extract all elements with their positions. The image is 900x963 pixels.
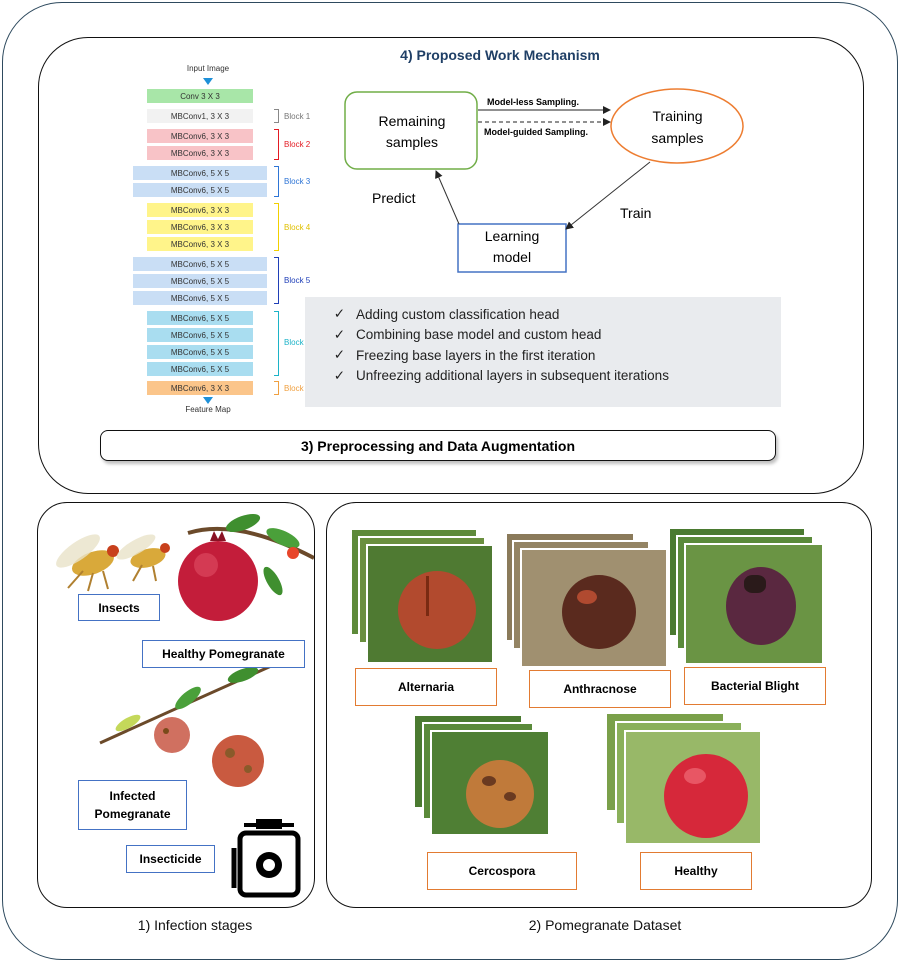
model-guided-label: Model-guided Sampling. bbox=[484, 127, 588, 137]
network-layer: MBConv6, 3 X 3 bbox=[147, 381, 253, 395]
check-icon: ✓ bbox=[333, 347, 345, 363]
network-layer: MBConv6, 3 X 3 bbox=[147, 129, 253, 143]
training-samples-ellipse bbox=[610, 88, 744, 164]
network-layer: MBConv6, 3 X 3 bbox=[147, 237, 253, 251]
healthy-image bbox=[624, 730, 762, 845]
cercospora-image bbox=[430, 730, 550, 836]
network-layer: MBConv6, 5 X 5 bbox=[147, 345, 253, 359]
network-layer: MBConv6, 5 X 5 bbox=[133, 291, 267, 305]
network-layer: MBConv6, 5 X 5 bbox=[147, 362, 253, 376]
network-layer: MBConv6, 5 X 5 bbox=[133, 274, 267, 288]
model-less-label: Model-less Sampling. bbox=[487, 97, 580, 107]
network-layer: MBConv6, 5 X 5 bbox=[147, 328, 253, 342]
learning-model-box bbox=[457, 223, 567, 273]
block4-label: Block 4 bbox=[284, 223, 311, 232]
block6-label: Block bbox=[284, 338, 304, 347]
train-label: Train bbox=[620, 205, 652, 221]
block7-label: Block bbox=[284, 384, 304, 393]
predict-arrow bbox=[435, 170, 460, 225]
network-layer: MBConv6, 5 X 5 bbox=[147, 311, 253, 325]
infected-pomegranate-image bbox=[154, 717, 190, 753]
network-layer: MBConv6, 3 X 3 bbox=[147, 203, 253, 217]
insect-icon bbox=[116, 534, 170, 582]
bacterial-blight-image bbox=[684, 543, 824, 665]
checklist-item: ✓ Adding custom classification head bbox=[305, 304, 781, 325]
checklist-box: ✓ Adding custom classification head ✓ Comb… bbox=[305, 297, 781, 407]
alternaria-image bbox=[366, 544, 494, 664]
check-icon: ✓ bbox=[333, 326, 345, 342]
network-layer: MBConv6, 5 X 5 bbox=[133, 166, 267, 180]
checklist-item: ✓ Freezing base layers in the first itera… bbox=[305, 345, 781, 366]
remaining-samples-box bbox=[344, 91, 478, 170]
anthracnose-image bbox=[520, 548, 668, 668]
insecticide-label: Insecticide bbox=[126, 845, 215, 873]
proposed-work-panel bbox=[38, 37, 864, 494]
dataset-panel bbox=[326, 502, 872, 908]
network-layer: MBConv6, 5 X 5 bbox=[133, 183, 267, 197]
network-layer: MBConv6, 5 X 5 bbox=[133, 257, 267, 271]
network-layer: MBConv1, 3 X 3 bbox=[147, 109, 253, 123]
predict-label: Predict bbox=[372, 190, 416, 206]
dataset-title: 2) Pomegranate Dataset bbox=[528, 917, 682, 933]
block3-label: Block 3 bbox=[284, 177, 311, 186]
healthy-label: Healthy bbox=[640, 852, 752, 890]
block1-label: Block 1 bbox=[284, 112, 311, 121]
check-icon: ✓ bbox=[333, 306, 345, 322]
alternaria-label: Alternaria bbox=[355, 668, 497, 706]
block7-brace bbox=[274, 381, 279, 395]
train-arrow bbox=[565, 161, 651, 230]
bacterial-blight-label: Bacterial Blight bbox=[684, 667, 826, 705]
block1-brace bbox=[274, 109, 279, 123]
infection-illustration bbox=[56, 513, 314, 898]
block5-brace bbox=[274, 257, 279, 304]
infection-stages-panel bbox=[37, 502, 315, 908]
checklist-item: ✓ Unfreezing additional layers in subsequ… bbox=[305, 366, 781, 387]
anthracnose-label: Anthracnose bbox=[529, 670, 671, 708]
insect-icon bbox=[56, 534, 119, 592]
check-icon: ✓ bbox=[333, 367, 345, 383]
insects-label: Insects bbox=[78, 594, 160, 621]
block2-brace bbox=[274, 129, 279, 160]
output-arrow bbox=[203, 397, 213, 404]
checklist-item: ✓ Combining base model and custom head bbox=[305, 325, 781, 346]
block3-brace bbox=[274, 166, 279, 197]
input-image-label: Input Image bbox=[186, 64, 230, 73]
network-layer: Conv 3 X 3 bbox=[147, 89, 253, 103]
remaining-samples-label: Remaining samples bbox=[378, 113, 446, 150]
healthy-pomegranate-image bbox=[178, 541, 258, 621]
learning-model-label: Learning model bbox=[484, 228, 540, 265]
infection-stages-title: 1) Infection stages bbox=[137, 917, 253, 933]
block5-label: Block 5 bbox=[284, 276, 311, 285]
proposed-work-title: 4) Proposed Work Mechanism bbox=[400, 47, 600, 63]
input-arrow bbox=[203, 78, 213, 85]
block6-brace bbox=[274, 311, 279, 376]
network-layer: MBConv6, 3 X 3 bbox=[147, 220, 253, 234]
network-layer: MBConv6, 3 X 3 bbox=[147, 146, 253, 160]
insecticide-sprayer-icon bbox=[231, 819, 301, 898]
block2-label: Block 2 bbox=[284, 140, 311, 149]
preprocessing-bar: 3) Preprocessing and Data Augmentation bbox=[100, 430, 776, 461]
feature-map-label: Feature Map bbox=[185, 405, 231, 414]
training-samples-label: Training samples bbox=[651, 108, 704, 146]
cercospora-label: Cercospora bbox=[427, 852, 577, 890]
healthy-pomegranate-label: Healthy Pomegranate bbox=[142, 640, 305, 668]
infected-pomegranate-label: Infected Pomegranate bbox=[78, 780, 187, 830]
block4-brace bbox=[274, 203, 279, 251]
